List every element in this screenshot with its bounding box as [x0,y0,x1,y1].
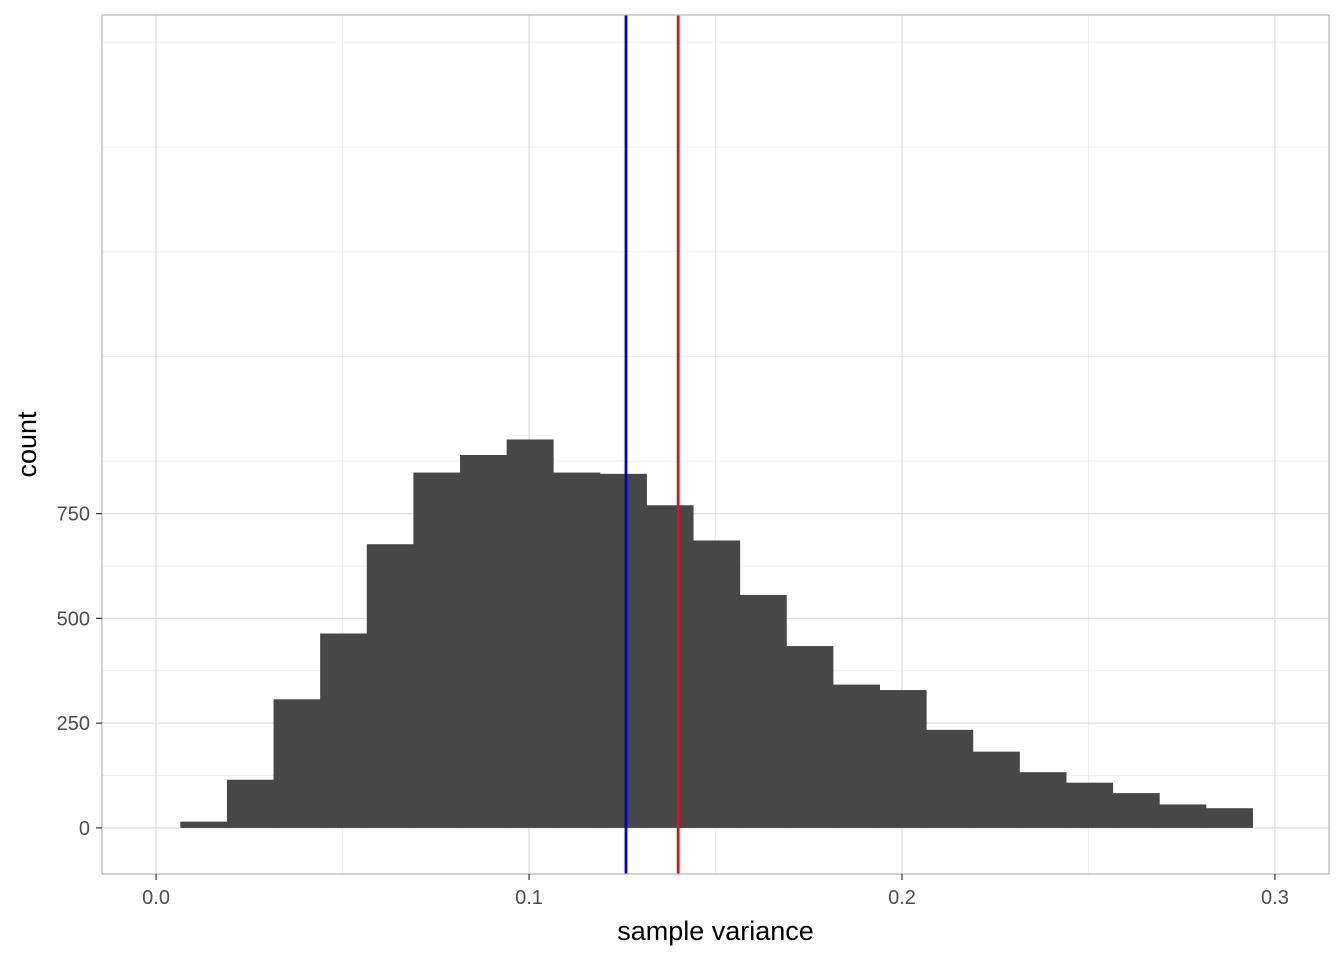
histogram-bar [646,505,694,828]
histogram-bar [786,646,834,828]
histogram-bar [273,699,321,828]
y-tick-label: 0 [79,818,90,840]
histogram-bar [972,751,1020,828]
histogram-bar [1112,793,1160,828]
minor-gridlines [102,15,1329,874]
histogram-bar [460,454,508,828]
histogram-bar [1159,804,1207,828]
y-tick-label: 250 [57,713,90,735]
histogram-bar [832,684,880,828]
histogram-bar [599,473,647,828]
histogram-bars [180,439,1253,828]
x-tick-label: 0.2 [888,887,916,909]
histogram-bar [180,821,228,828]
reference-lines [624,15,680,874]
x-axis-title: sample variance [617,916,814,946]
x-tick-label: 0.1 [515,887,543,909]
x-tick-label: 0.0 [142,887,170,909]
histogram-bar [879,690,927,828]
y-tick-label: 500 [57,608,90,630]
histogram-bar [366,544,414,828]
histogram-bar [506,439,554,828]
histogram-bar [926,729,974,828]
histogram-bar [1019,772,1067,828]
histogram-bar [1066,782,1114,828]
histogram-bar [1205,808,1253,828]
histogram-bar [693,540,741,828]
histogram-bar [553,472,601,828]
x-tick-label: 0.3 [1261,887,1289,909]
y-axis-title: count [12,411,42,478]
histogram-bar [320,633,368,828]
panel-border [101,14,1330,875]
histogram-bar [413,472,461,828]
y-tick-label: 750 [57,504,90,526]
y-axis-ticks: 0 250 500 750 [57,504,102,840]
histogram-bar [226,779,274,828]
x-axis-ticks: 0.0 0.1 0.2 0.3 [142,874,1289,909]
histogram-bar [739,594,787,828]
